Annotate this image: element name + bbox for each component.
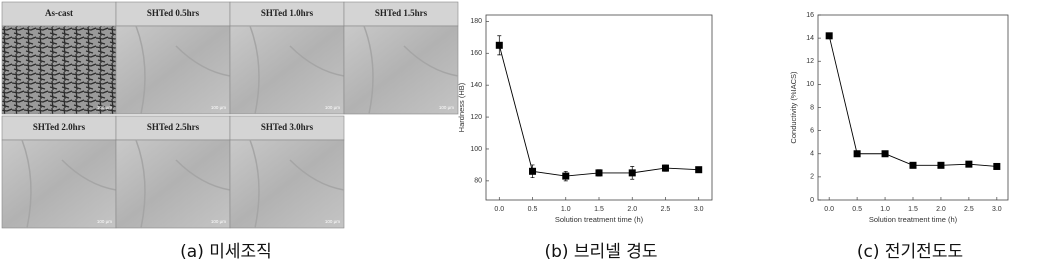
y-tick-label: 80 [474,178,482,185]
marker [965,160,973,168]
scale-bar-label: 100 μm [325,219,340,224]
micrograph [1,139,117,229]
micrograph [115,139,231,229]
panel-header [229,1,345,27]
y-tick-label: 4 [810,151,814,158]
panel-label: SHTed 2.5hrs [147,122,200,132]
marker [562,172,570,180]
micrograph [229,25,345,115]
x-tick-label: 1.5 [908,206,918,213]
grain-boundary [249,139,345,229]
y-axis-title: Conductivity (%IACS) [789,71,798,144]
panel-label: SHTed 3.0hrs [261,122,314,132]
marker [881,150,889,158]
panel-header [343,1,459,27]
marker [628,169,636,177]
marker [937,161,945,169]
marker [661,164,669,172]
micrograph [1,25,117,115]
panel-label: SHTed 0.5hrs [147,8,200,18]
marker [695,166,703,174]
scale-bar-label: 100 μm [439,105,454,110]
marker [909,161,917,169]
x-axis-title: Solution treatment time (h) [869,215,958,224]
marker [993,162,1001,170]
marker [495,41,503,49]
x-tick-label: 2.0 [627,206,637,213]
scale-bar-label: 100 μm [97,105,112,110]
marker [529,167,537,175]
panel-label: SHTed 1.0hrs [261,8,314,18]
caption: (a) 미세조직 [180,242,272,262]
marker [825,32,833,40]
x-tick-label: 3.0 [694,206,704,213]
y-tick-label: 14 [806,35,814,42]
panel-header [115,115,231,141]
marker [853,150,861,158]
y-tick-label: 180 [470,18,482,25]
scale-bar-label: 100 μm [211,105,226,110]
y-tick-label: 0 [810,197,814,204]
y-tick-label: 140 [470,82,482,89]
x-tick-label: 0.0 [824,206,834,213]
y-tick-label: 120 [470,114,482,121]
x-axis-title: Solution treatment time (h) [555,215,644,224]
micrograph [343,25,459,115]
y-tick-label: 2 [810,174,814,181]
x-tick-label: 1.5 [594,206,604,213]
marker [595,169,603,177]
y-axis-title: Hardness (HB) [457,82,466,132]
panel-label: SHTed 1.5hrs [375,8,428,18]
x-tick-label: 2.5 [661,206,671,213]
panel-header [1,115,117,141]
x-tick-label: 0.5 [852,206,862,213]
x-tick-label: 2.0 [936,206,946,213]
panel-header [1,1,117,27]
y-tick-label: 160 [470,50,482,57]
y-tick-label: 8 [810,104,814,111]
x-tick-label: 2.5 [964,206,974,213]
series-line [828,35,997,167]
y-tick-label: 6 [810,127,814,134]
panel-header [115,1,231,27]
x-tick-label: 3.0 [992,206,1002,213]
panel-label: SHTed 2.0hrs [33,122,86,132]
panel-header [229,115,345,141]
x-tick-label: 1.0 [561,206,571,213]
y-tick-label: 12 [806,58,814,65]
caption: (c) 전기전도도 [857,242,963,262]
grain-boundary [135,25,231,115]
grain-boundary [249,25,345,115]
x-tick-label: 0.5 [528,206,538,213]
grain-boundary [363,25,459,115]
scale-bar-label: 100 μm [97,219,112,224]
series-line [498,45,699,177]
panel-label: As-cast [45,8,73,18]
scale-bar-label: 100 μm [325,105,340,110]
y-tick-label: 100 [470,146,482,153]
caption: (b) 브리넬 경도 [544,242,657,262]
grain-boundary [135,139,231,229]
y-tick-label: 10 [806,81,814,88]
x-tick-label: 0.0 [494,206,504,213]
x-tick-label: 1.0 [880,206,890,213]
grain-boundary [21,139,117,229]
y-tick-label: 16 [806,12,814,19]
scale-bar-label: 100 μm [211,219,226,224]
micrograph [229,139,345,229]
micrograph [115,25,231,115]
